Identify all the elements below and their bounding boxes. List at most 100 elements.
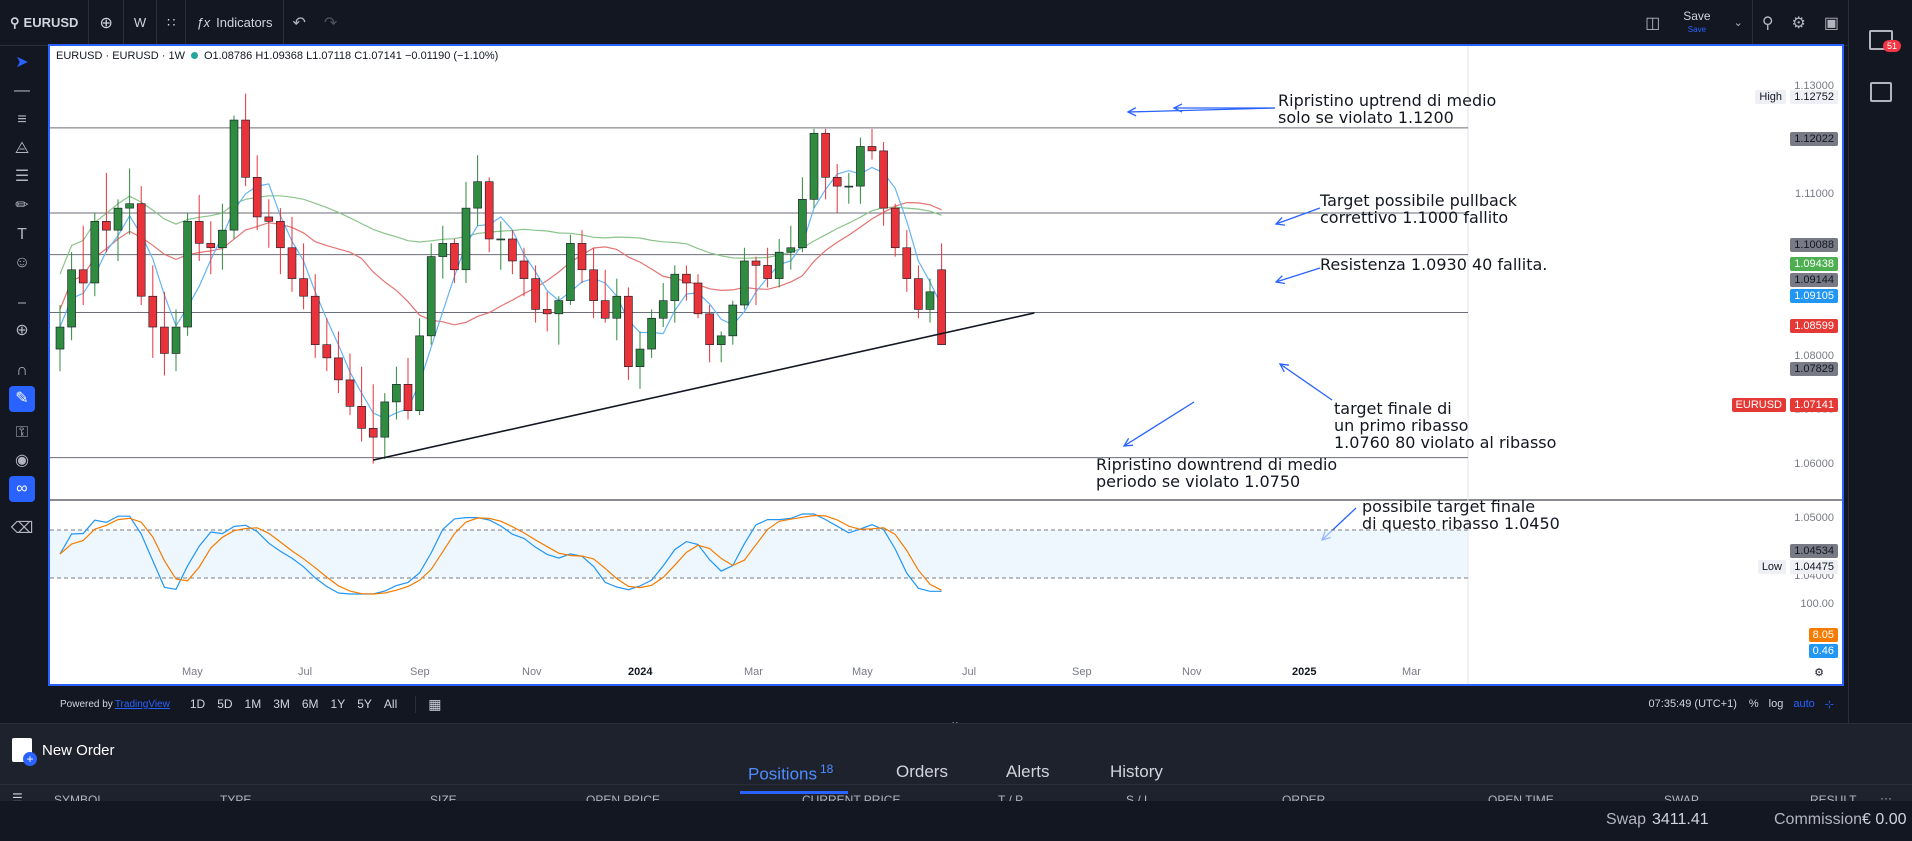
ruler-tool-icon[interactable]: ⎯ xyxy=(17,294,26,311)
annotation-final-target[interactable]: possibile target finale di questo ribass… xyxy=(1362,497,1560,533)
symbol-search[interactable]: ⚲ EURUSD xyxy=(0,0,90,45)
chart-type-button[interactable]: ∷ xyxy=(157,0,187,45)
horizontal-lines-tool-icon[interactable]: ≡ xyxy=(17,111,27,128)
col-tp[interactable]: T / P xyxy=(998,793,1024,802)
col-swap[interactable]: SWAP xyxy=(1664,793,1699,802)
interval-button[interactable]: W xyxy=(124,0,158,45)
undo-button[interactable]: ↶ xyxy=(284,0,315,45)
arrow-target-first xyxy=(1279,363,1333,401)
range-6m[interactable]: 6M xyxy=(301,697,319,711)
more-columns-button[interactable]: ··· xyxy=(1880,791,1892,802)
tab-positions-underline xyxy=(740,791,848,794)
col-sl[interactable]: S / L xyxy=(1126,793,1151,802)
emoji-tool-icon[interactable]: ☺ xyxy=(13,254,31,271)
lock-tool-icon[interactable]: ⚿ xyxy=(15,424,29,441)
chart-area[interactable]: EURUSD · EURUSD · 1W O1.08786 H1.09368 L1… xyxy=(48,44,1844,686)
text-tool-icon[interactable]: T xyxy=(17,226,27,243)
trend-line-tool-icon[interactable]: — xyxy=(14,82,30,99)
annotation-downtrend[interactable]: Ripristino downtrend di medio periodo se… xyxy=(1096,455,1338,491)
pitchfork-tool-icon[interactable]: ⨺ xyxy=(14,140,30,157)
annotation-uptrend[interactable]: Ripristino uptrend di medio solo se viol… xyxy=(1278,91,1497,127)
brush-tool-icon[interactable]: ✏ xyxy=(15,197,29,214)
stay-in-drawing-mode-icon[interactable]: ✎ xyxy=(9,386,35,412)
candle-body xyxy=(589,269,598,301)
col-order[interactable]: ORDER xyxy=(1282,793,1326,802)
link-tool-icon[interactable]: ∞ xyxy=(9,476,35,502)
range-1m[interactable]: 1M xyxy=(244,697,262,711)
axis-settings-icon[interactable]: ⚙ xyxy=(1814,667,1824,679)
candle-body xyxy=(276,221,285,249)
layout-button[interactable]: ◫ xyxy=(1636,0,1669,45)
news-button[interactable] xyxy=(1870,82,1892,102)
range-5y[interactable]: 5Y xyxy=(357,697,372,711)
candle-body xyxy=(218,229,227,249)
log-toggle[interactable]: log xyxy=(1768,698,1784,710)
tradingview-link[interactable]: TradingView xyxy=(114,698,170,710)
gann-tool-icon[interactable]: ☰ xyxy=(14,168,30,185)
time-axis-label: Sep xyxy=(410,666,430,678)
col-result[interactable]: RESULT xyxy=(1810,793,1857,802)
settings-button[interactable]: ⚙ xyxy=(1783,0,1815,45)
candle-body xyxy=(682,273,691,284)
range-1d[interactable]: 1D xyxy=(189,697,206,711)
time-axis-label: May xyxy=(852,666,873,678)
panel-collapse-icon[interactable]: ⌄ xyxy=(950,714,961,728)
col-current-price[interactable]: CURRENT PRICE xyxy=(802,793,901,802)
candle-body xyxy=(856,146,865,187)
candle-body xyxy=(612,295,622,319)
tab-positions[interactable]: Positions 18 xyxy=(748,762,833,785)
tab-positions-label: Positions xyxy=(748,764,817,784)
time-axis-label: May xyxy=(182,666,203,678)
annotation-pullback[interactable]: Target possibile pullback correttivo 1.1… xyxy=(1320,191,1517,227)
rsi-line-k xyxy=(59,513,942,595)
eye-tool-icon[interactable]: ◉ xyxy=(15,452,29,469)
col-open-price[interactable]: OPEN PRICE xyxy=(586,793,661,802)
annotation-resistance[interactable]: Resistenza 1.0930 40 fallita. xyxy=(1320,255,1548,274)
candle-body xyxy=(821,132,830,178)
new-order-icon: + xyxy=(12,738,37,766)
range-all[interactable]: All xyxy=(383,697,398,711)
candle-body xyxy=(508,238,517,262)
candle-body xyxy=(914,278,923,310)
new-order-label: New Order xyxy=(42,741,115,759)
tab-orders[interactable]: Orders xyxy=(896,762,948,781)
col-open-time[interactable]: OPEN TIME xyxy=(1488,793,1554,802)
trash-tool-icon[interactable]: ⌫ xyxy=(10,520,34,537)
col-symbol[interactable]: SYMBOL xyxy=(54,793,105,802)
col-type[interactable]: TYPE xyxy=(220,793,252,802)
annotation-target-first[interactable]: target finale di un primo ribasso 1.0760… xyxy=(1334,399,1557,452)
range-1y[interactable]: 1Y xyxy=(330,697,346,711)
redo-icon: ↷ xyxy=(323,14,338,32)
redo-button[interactable]: ↷ xyxy=(315,0,346,45)
range-5d[interactable]: 5D xyxy=(217,697,233,711)
candle-body xyxy=(438,243,448,257)
percent-toggle[interactable]: % xyxy=(1748,698,1759,710)
candle-body xyxy=(786,247,796,253)
tab-history[interactable]: History xyxy=(1110,762,1163,781)
compare-button[interactable]: ⊕ xyxy=(89,0,124,45)
save-menu-button[interactable]: ⌄ xyxy=(1725,0,1753,45)
column-menu-icon[interactable]: ☰ xyxy=(12,791,23,802)
auto-toggle[interactable]: auto xyxy=(1793,698,1815,710)
candle-body xyxy=(484,181,494,240)
screenshot-button[interactable]: ▣ xyxy=(1815,0,1848,45)
tab-alerts[interactable]: Alerts xyxy=(1006,762,1050,781)
scale-options-icon[interactable]: ⊹ xyxy=(1824,698,1834,711)
zoom-tool-icon[interactable]: ⊕ xyxy=(15,322,29,339)
candle-body xyxy=(334,357,343,381)
candle-body xyxy=(809,132,819,200)
price-chart[interactable] xyxy=(50,46,1842,684)
range-3m[interactable]: 3M xyxy=(273,697,290,711)
col-size[interactable]: SIZE xyxy=(430,793,457,802)
cursor-tool-icon[interactable]: ➤ xyxy=(15,54,29,71)
magnet-tool-icon[interactable]: ∩ xyxy=(16,362,28,379)
level-109438: 1.09438 xyxy=(1790,257,1838,271)
clock-label[interactable]: 07:35:49 (UTC+1) xyxy=(1648,698,1737,710)
new-order-button[interactable]: + New Order xyxy=(12,738,115,766)
arrow-pullback xyxy=(1275,207,1321,225)
indicators-button[interactable]: ƒx Indicators xyxy=(186,0,284,45)
quick-search-button[interactable]: ⚲ xyxy=(1753,0,1783,45)
date-range-icon[interactable]: ▦ xyxy=(415,695,442,713)
candle-body xyxy=(519,260,529,279)
save-button[interactable]: Save Save xyxy=(1669,0,1724,45)
